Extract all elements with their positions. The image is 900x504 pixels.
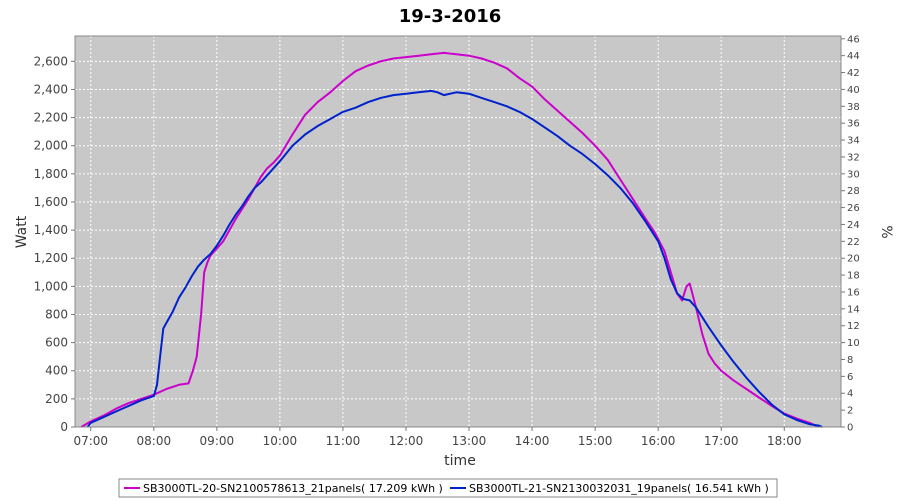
- x-tick-label: 11:00: [326, 434, 361, 448]
- y-tick-label: 800: [45, 307, 68, 321]
- x-tick-label: 18:00: [767, 434, 802, 448]
- y2-tick-label: 16: [847, 287, 860, 298]
- y-tick-label: 1,000: [34, 279, 68, 293]
- y-tick-label: 2,600: [34, 54, 68, 68]
- y2-tick-label: 14: [847, 304, 860, 315]
- y-axis-title: Watt: [14, 215, 30, 248]
- x-tick-label: 07:00: [73, 434, 108, 448]
- gridlines: [75, 36, 841, 428]
- y2-axis-title: %: [878, 225, 894, 238]
- y2-tick-label: 20: [847, 254, 860, 265]
- y-tick-label: 2,400: [34, 82, 68, 96]
- y2-tick-label: 22: [847, 237, 860, 248]
- y2-tick-label: 34: [847, 136, 860, 147]
- y2-tick-label: 12: [847, 321, 860, 332]
- y-tick-label: 2,200: [34, 111, 68, 125]
- x-tick-label: 08:00: [137, 434, 172, 448]
- y-tick-label: 400: [45, 364, 68, 378]
- chart-title: 19-3-2016: [399, 6, 502, 27]
- series-line-1: [80, 51, 820, 428]
- series-line-2: [86, 89, 823, 428]
- y2-tick-label: 18: [847, 271, 860, 282]
- legend-label-2: SB3000TL-21-SN2130032031_19panels( 16.54…: [469, 482, 769, 495]
- x-tick-label: 10:00: [263, 434, 298, 448]
- y2-tick-label: 28: [847, 186, 860, 197]
- legend-label-1: SB3000TL-20-SN2100578613_21panels( 17.20…: [143, 482, 443, 495]
- legend-box: [118, 478, 778, 498]
- axes: 02004006008001,0001,2001,4001,6001,8002,…: [34, 34, 860, 448]
- x-tick-label: 17:00: [704, 434, 739, 448]
- y-tick-label: 2,000: [34, 139, 68, 153]
- y-tick-label: 1,200: [34, 251, 68, 265]
- y2-tick-label: 2: [847, 406, 853, 417]
- y2-tick-label: 4: [847, 389, 853, 400]
- x-tick-label: 09:00: [200, 434, 235, 448]
- y-tick-label: 1,400: [34, 223, 68, 237]
- x-tick-label: 15:00: [578, 434, 613, 448]
- y2-tick-label: 0: [847, 423, 853, 434]
- y2-tick-label: 26: [847, 203, 860, 214]
- series-lines: [80, 51, 823, 428]
- y-tick-label: 1,800: [34, 167, 68, 181]
- plot-area: [75, 36, 841, 427]
- y2-tick-label: 8: [847, 355, 853, 366]
- y-tick-label: 1,600: [34, 195, 68, 209]
- y-tick-label: 600: [45, 336, 68, 350]
- y2-tick-label: 32: [847, 152, 860, 163]
- y2-tick-label: 38: [847, 102, 860, 113]
- y-tick-label: 0: [60, 420, 68, 434]
- x-tick-label: 14:00: [515, 434, 550, 448]
- x-tick-label: 16:00: [641, 434, 676, 448]
- y2-tick-label: 42: [847, 68, 860, 79]
- x-tick-label: 12:00: [389, 434, 424, 448]
- y2-tick-label: 46: [847, 34, 860, 45]
- x-axis-title: time: [444, 453, 476, 469]
- x-tick-label: 13:00: [452, 434, 487, 448]
- y2-tick-label: 6: [847, 372, 853, 383]
- y2-tick-label: 10: [847, 338, 860, 349]
- y2-tick-label: 24: [847, 220, 860, 231]
- y2-tick-label: 44: [847, 51, 860, 62]
- legend: SB3000TL-20-SN2100578613_21panels( 17.20…: [118, 478, 778, 498]
- y-tick-label: 200: [45, 392, 68, 406]
- y2-tick-label: 30: [847, 169, 860, 180]
- y2-tick-label: 36: [847, 119, 860, 130]
- plot-border: [74, 35, 842, 428]
- y2-tick-label: 40: [847, 85, 860, 96]
